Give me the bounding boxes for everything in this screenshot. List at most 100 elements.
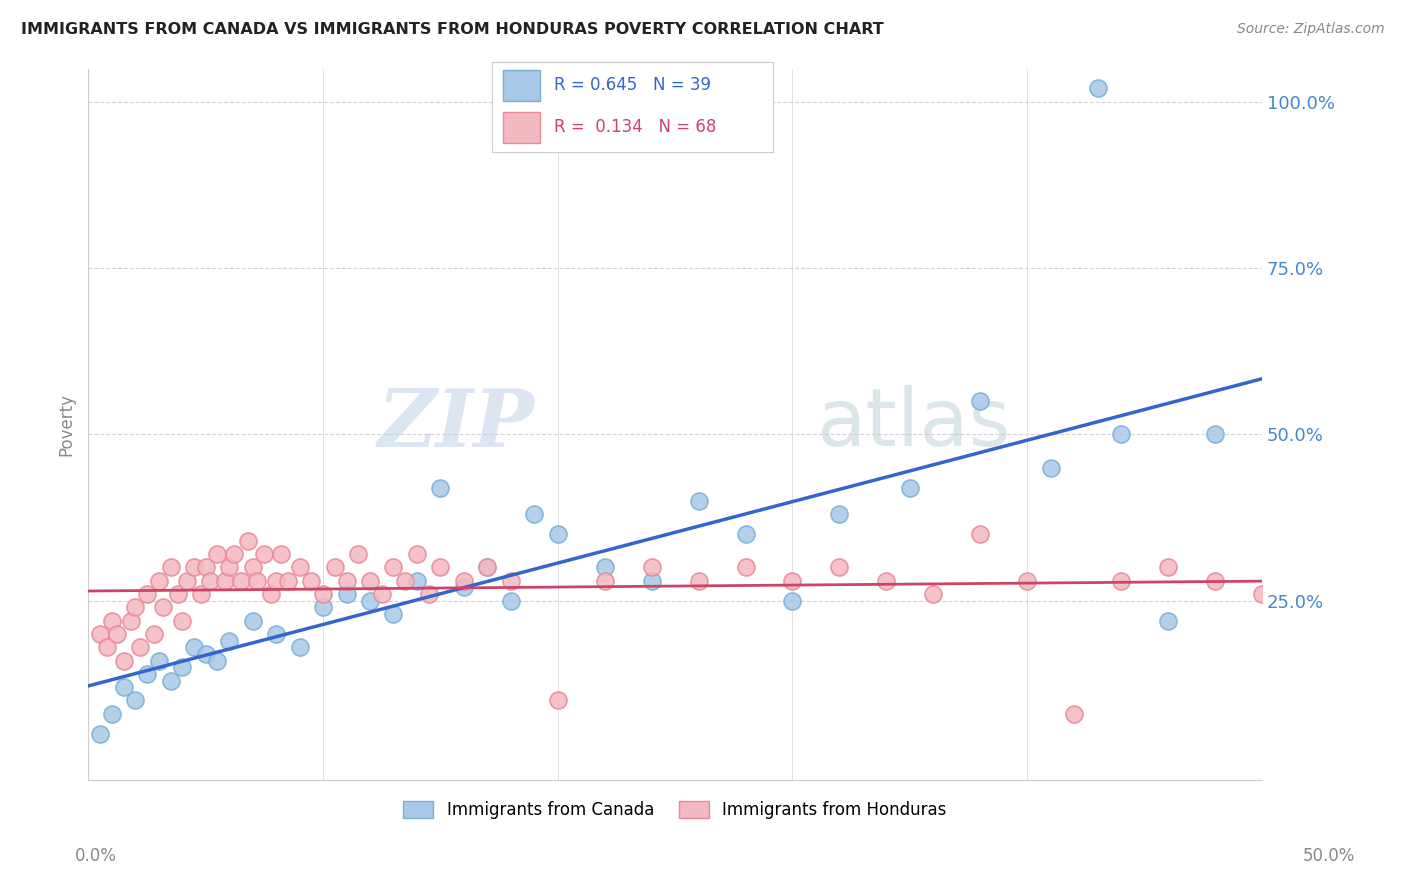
Point <box>222 547 245 561</box>
Text: atlas: atlas <box>815 385 1011 464</box>
Point <box>640 560 662 574</box>
Point <box>688 494 710 508</box>
Point <box>1157 560 1180 574</box>
Point <box>1157 614 1180 628</box>
Point <box>1063 706 1085 721</box>
Point <box>828 507 851 521</box>
Point <box>418 587 440 601</box>
Point <box>406 574 429 588</box>
Point <box>499 593 522 607</box>
Point <box>242 614 264 628</box>
Text: Source: ZipAtlas.com: Source: ZipAtlas.com <box>1237 22 1385 37</box>
Point <box>159 673 181 688</box>
Point <box>246 574 269 588</box>
Point <box>277 574 299 588</box>
Point <box>120 614 142 628</box>
Point <box>172 614 194 628</box>
Point <box>124 600 146 615</box>
Point <box>640 574 662 588</box>
Point <box>148 574 170 588</box>
Point <box>270 547 292 561</box>
Point <box>828 560 851 574</box>
Point <box>112 654 135 668</box>
Point <box>323 560 346 574</box>
Point <box>453 581 475 595</box>
Point <box>593 560 616 574</box>
Point <box>1017 574 1039 588</box>
Point <box>312 600 335 615</box>
Point <box>547 693 569 707</box>
Point <box>499 574 522 588</box>
Point <box>406 547 429 561</box>
Point <box>429 560 451 574</box>
Point <box>1392 587 1406 601</box>
Point <box>394 574 416 588</box>
Point <box>453 574 475 588</box>
Point <box>875 574 897 588</box>
Point <box>218 633 240 648</box>
Point <box>922 587 945 601</box>
Point <box>218 560 240 574</box>
Point <box>1109 574 1132 588</box>
Text: R = 0.645   N = 39: R = 0.645 N = 39 <box>554 76 711 95</box>
Point <box>429 481 451 495</box>
Point <box>898 481 921 495</box>
FancyBboxPatch shape <box>503 112 540 143</box>
Point <box>101 706 124 721</box>
Point <box>382 560 405 574</box>
Point <box>260 587 283 601</box>
Point <box>1251 587 1274 601</box>
Point <box>96 640 118 655</box>
Point <box>782 574 804 588</box>
Point <box>288 640 311 655</box>
Point <box>969 527 991 541</box>
Point <box>1204 427 1226 442</box>
Y-axis label: Poverty: Poverty <box>58 392 75 456</box>
Point <box>347 547 370 561</box>
Point <box>101 614 124 628</box>
Point <box>734 560 756 574</box>
Point <box>207 547 229 561</box>
Point <box>688 574 710 588</box>
Point <box>1087 81 1109 95</box>
Point <box>124 693 146 707</box>
Point <box>194 647 217 661</box>
Point <box>782 593 804 607</box>
Point <box>129 640 152 655</box>
Point <box>1204 574 1226 588</box>
Point <box>1109 427 1132 442</box>
Point <box>1344 560 1367 574</box>
Point <box>166 587 188 601</box>
Point <box>229 574 252 588</box>
Point <box>1039 460 1062 475</box>
Text: ZIP: ZIP <box>377 385 534 463</box>
Point <box>312 587 335 601</box>
Point <box>148 654 170 668</box>
Point <box>143 627 166 641</box>
Point <box>382 607 405 621</box>
Point <box>288 560 311 574</box>
Point <box>242 560 264 574</box>
Text: 0.0%: 0.0% <box>75 847 117 865</box>
Text: IMMIGRANTS FROM CANADA VS IMMIGRANTS FROM HONDURAS POVERTY CORRELATION CHART: IMMIGRANTS FROM CANADA VS IMMIGRANTS FRO… <box>21 22 884 37</box>
Point <box>136 587 159 601</box>
Point <box>359 593 381 607</box>
Point <box>264 627 287 641</box>
Point <box>190 587 212 601</box>
Point <box>523 507 546 521</box>
Point <box>176 574 198 588</box>
Point <box>89 727 111 741</box>
Point <box>547 527 569 541</box>
Point <box>112 680 135 694</box>
Point <box>477 560 499 574</box>
Point <box>159 560 181 574</box>
Point <box>299 574 322 588</box>
Point <box>969 394 991 409</box>
Point <box>194 560 217 574</box>
Text: R =  0.134   N = 68: R = 0.134 N = 68 <box>554 118 716 136</box>
Point <box>236 533 259 548</box>
Point <box>214 574 236 588</box>
Point <box>359 574 381 588</box>
Point <box>207 654 229 668</box>
Point <box>136 666 159 681</box>
